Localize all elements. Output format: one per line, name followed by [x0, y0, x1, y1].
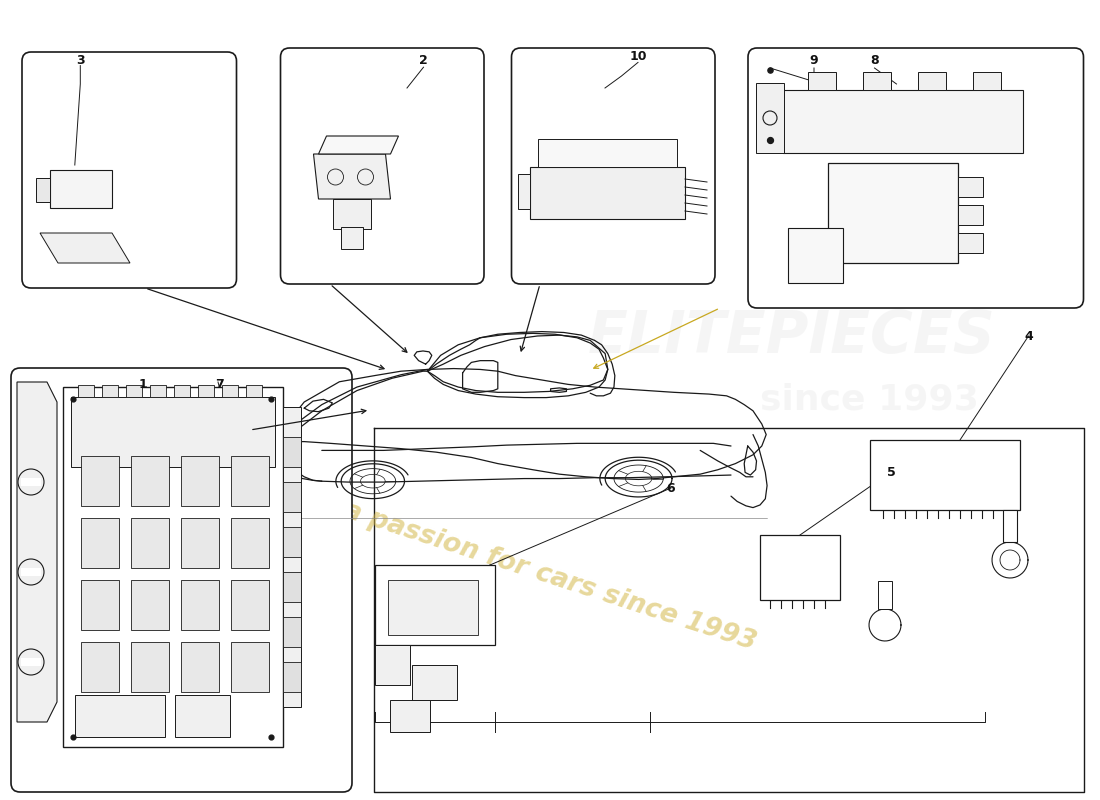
Bar	[182, 642, 219, 692]
Text: 9: 9	[810, 54, 818, 66]
Text: ELITEPIECES: ELITEPIECES	[588, 307, 996, 365]
Bar	[131, 642, 169, 692]
Bar	[529, 167, 685, 219]
Text: 5: 5	[887, 466, 895, 478]
Bar	[341, 227, 363, 249]
Bar	[131, 518, 169, 568]
Bar	[538, 139, 676, 167]
Bar	[231, 642, 270, 692]
Bar	[517, 174, 529, 209]
Bar	[283, 527, 301, 557]
Polygon shape	[16, 382, 57, 722]
Bar	[182, 580, 219, 630]
Bar	[21, 478, 41, 486]
FancyBboxPatch shape	[748, 48, 1084, 308]
Bar	[131, 456, 169, 506]
Bar	[126, 385, 142, 397]
Polygon shape	[783, 90, 1023, 153]
Polygon shape	[314, 154, 390, 199]
Point	[262, 393, 279, 406]
Text: since 1993: since 1993	[760, 383, 978, 417]
Bar	[283, 437, 301, 467]
Text: 1: 1	[139, 378, 147, 390]
Bar	[222, 385, 238, 397]
Bar	[102, 385, 118, 397]
Polygon shape	[40, 233, 130, 263]
Bar	[81, 518, 119, 568]
FancyBboxPatch shape	[280, 48, 484, 284]
Bar	[131, 580, 169, 630]
Bar	[78, 385, 94, 397]
Bar	[283, 662, 301, 692]
Text: 7: 7	[216, 378, 224, 390]
Point	[761, 64, 779, 77]
Bar	[81, 642, 119, 692]
Bar	[864, 72, 891, 90]
Bar	[332, 199, 371, 229]
Text: 4: 4	[1024, 330, 1033, 342]
Text: 6: 6	[667, 482, 675, 494]
Bar	[283, 572, 301, 602]
Bar	[375, 645, 410, 685]
Bar	[81, 456, 119, 506]
Bar	[246, 385, 262, 397]
Point	[262, 730, 279, 743]
Text: 10: 10	[629, 50, 647, 62]
Bar	[182, 456, 219, 506]
Bar	[72, 397, 275, 467]
Bar	[375, 565, 495, 645]
Bar	[21, 658, 41, 666]
Polygon shape	[319, 136, 398, 154]
Bar	[788, 228, 843, 283]
Bar	[870, 440, 1020, 510]
Bar	[958, 205, 983, 225]
FancyBboxPatch shape	[11, 368, 352, 792]
Bar	[174, 385, 190, 397]
Bar	[918, 72, 946, 90]
Bar	[1003, 510, 1018, 542]
Bar	[198, 385, 214, 397]
Bar	[50, 170, 112, 208]
Bar	[63, 387, 283, 747]
Bar	[283, 482, 301, 512]
Point	[761, 134, 779, 146]
Bar	[283, 617, 301, 647]
Text: a passion for cars since 1993: a passion for cars since 1993	[340, 497, 760, 655]
Bar	[974, 72, 1001, 90]
Bar	[150, 385, 166, 397]
Bar	[231, 580, 270, 630]
Bar	[390, 700, 430, 732]
Point	[64, 730, 81, 743]
Point	[64, 393, 81, 406]
Bar	[75, 695, 165, 737]
Bar	[878, 581, 892, 609]
Bar	[958, 177, 983, 197]
Text: 8: 8	[870, 54, 879, 66]
Bar	[231, 456, 270, 506]
Bar	[21, 568, 41, 576]
Bar	[231, 518, 270, 568]
Bar	[81, 580, 119, 630]
Bar	[388, 580, 478, 635]
Bar	[283, 407, 301, 707]
Bar	[36, 178, 50, 202]
FancyBboxPatch shape	[22, 52, 236, 288]
Bar	[412, 665, 456, 700]
Text: 3: 3	[76, 54, 85, 66]
Bar	[756, 83, 784, 153]
Bar	[760, 535, 840, 600]
Bar	[808, 72, 836, 90]
Bar	[175, 695, 230, 737]
Bar	[958, 233, 983, 253]
Bar	[828, 163, 958, 263]
Text: 2: 2	[419, 54, 428, 66]
Bar	[182, 518, 219, 568]
FancyBboxPatch shape	[512, 48, 715, 284]
